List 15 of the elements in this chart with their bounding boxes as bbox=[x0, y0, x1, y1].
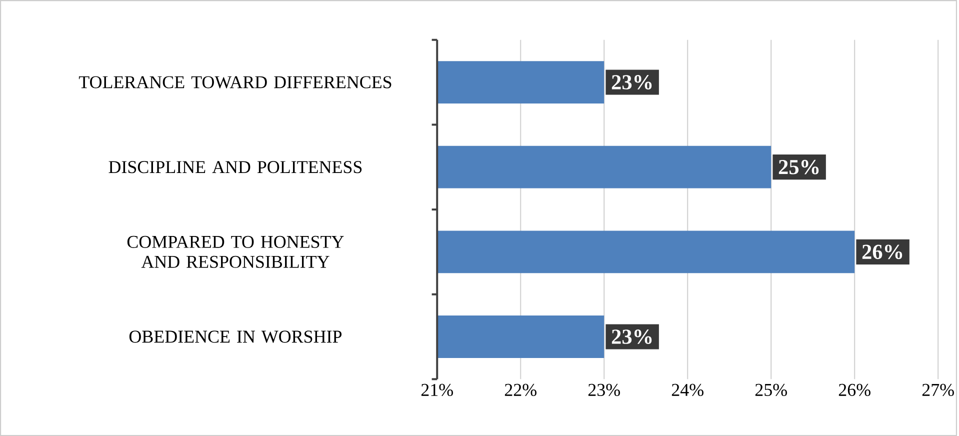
data-label: 23% bbox=[612, 330, 652, 344]
x-tick-label: 24% bbox=[672, 384, 704, 396]
data-label: 23% bbox=[612, 75, 652, 90]
x-tick-label: 26% bbox=[838, 384, 870, 396]
x-tick-label: 22% bbox=[504, 384, 536, 396]
y-tick-label: TOLERANCE TOWARD DIFFERENCES bbox=[78, 76, 392, 88]
x-tick-label: 23% bbox=[588, 384, 620, 396]
x-tick-label: 21% bbox=[421, 384, 453, 396]
y-tick-label: DISCIPLINE AND POLITENESS bbox=[108, 161, 362, 174]
y-tick-label: COMPARED TO HONESTY AND RESPONSIBILITY bbox=[127, 236, 344, 268]
data-label: 26% bbox=[862, 244, 902, 260]
y-tick-label: OBEDIENCE IN WORSHIP bbox=[129, 330, 342, 343]
x-tick-label: 27% bbox=[922, 384, 954, 396]
x-tick-label: 25% bbox=[755, 384, 787, 396]
data-label: 25% bbox=[778, 160, 819, 174]
